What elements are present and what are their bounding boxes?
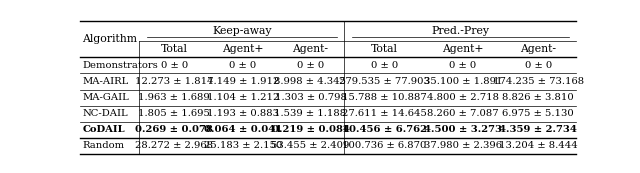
Text: 0 ± 0: 0 ± 0 — [297, 61, 324, 70]
Text: 25.183 ± 2.150: 25.183 ± 2.150 — [204, 141, 282, 150]
Text: 28.272 ± 2.968: 28.272 ± 2.968 — [135, 141, 213, 150]
Text: 1.963 ± 1.689: 1.963 ± 1.689 — [138, 93, 210, 102]
Text: Agent+: Agent+ — [222, 44, 264, 54]
Text: Demonstrators: Demonstrators — [83, 61, 158, 70]
Text: 1.193 ± 0.883: 1.193 ± 0.883 — [207, 109, 279, 118]
Text: 0 ± 0: 0 ± 0 — [230, 61, 257, 70]
Text: 10.456 ± 6.762: 10.456 ± 6.762 — [342, 125, 427, 134]
Text: 0 ± 0: 0 ± 0 — [371, 61, 398, 70]
Text: 35.100 ± 1.891: 35.100 ± 1.891 — [424, 77, 502, 86]
Text: 174.235 ± 73.168: 174.235 ± 73.168 — [493, 77, 584, 86]
Text: 0.269 ± 0.078: 0.269 ± 0.078 — [136, 125, 213, 134]
Text: 0.064 ± 0.041: 0.064 ± 0.041 — [204, 125, 282, 134]
Text: MA-AIRL: MA-AIRL — [83, 77, 129, 86]
Text: 4.500 ± 3.273: 4.500 ± 3.273 — [424, 125, 502, 134]
Text: 53.455 ± 2.409: 53.455 ± 2.409 — [271, 141, 349, 150]
Text: Agent-: Agent- — [292, 44, 328, 54]
Text: 0 ± 0: 0 ± 0 — [161, 61, 188, 70]
Text: 15.788 ± 10.887: 15.788 ± 10.887 — [342, 93, 427, 102]
Text: 4.800 ± 2.718: 4.800 ± 2.718 — [427, 93, 499, 102]
Text: MA-GAIL: MA-GAIL — [83, 93, 129, 102]
Text: 1.539 ± 1.188: 1.539 ± 1.188 — [275, 109, 346, 118]
Text: 27.611 ± 14.645: 27.611 ± 14.645 — [342, 109, 427, 118]
Text: 6.975 ± 5.130: 6.975 ± 5.130 — [502, 109, 574, 118]
Text: 100.736 ± 6.870: 100.736 ± 6.870 — [342, 141, 427, 150]
Text: 1.104 ± 1.212: 1.104 ± 1.212 — [207, 93, 279, 102]
Text: 8.260 ± 7.087: 8.260 ± 7.087 — [427, 109, 499, 118]
Text: 0.219 ± 0.084: 0.219 ± 0.084 — [271, 125, 349, 134]
Text: 279.535 ± 77.903: 279.535 ± 77.903 — [339, 77, 430, 86]
Text: 8.998 ± 4.345: 8.998 ± 4.345 — [275, 77, 346, 86]
Text: Algorithm: Algorithm — [82, 34, 137, 44]
Text: Agent-: Agent- — [520, 44, 556, 54]
Text: Total: Total — [371, 44, 398, 54]
Text: 12.273 ± 1.817: 12.273 ± 1.817 — [135, 77, 214, 86]
Text: 1.303 ± 0.798: 1.303 ± 0.798 — [275, 93, 346, 102]
Text: NC-DAIL: NC-DAIL — [83, 109, 128, 118]
Text: 0 ± 0: 0 ± 0 — [449, 61, 476, 70]
Text: Pred.-Prey: Pred.-Prey — [431, 26, 489, 36]
Text: Random: Random — [83, 141, 125, 150]
Text: 8.826 ± 3.810: 8.826 ± 3.810 — [502, 93, 574, 102]
Text: 13.204 ± 8.444: 13.204 ± 8.444 — [499, 141, 578, 150]
Text: 4.359 ± 2.734: 4.359 ± 2.734 — [499, 125, 577, 134]
Text: 37.980 ± 2.396: 37.980 ± 2.396 — [424, 141, 502, 150]
Text: Keep-away: Keep-away — [212, 26, 271, 36]
Text: Agent+: Agent+ — [442, 44, 484, 54]
Text: 1.805 ± 1.695: 1.805 ± 1.695 — [138, 109, 211, 118]
Text: CoDAIL: CoDAIL — [83, 125, 125, 134]
Text: 0 ± 0: 0 ± 0 — [525, 61, 552, 70]
Text: Total: Total — [161, 44, 188, 54]
Text: 4.149 ± 1.912: 4.149 ± 1.912 — [207, 77, 279, 86]
